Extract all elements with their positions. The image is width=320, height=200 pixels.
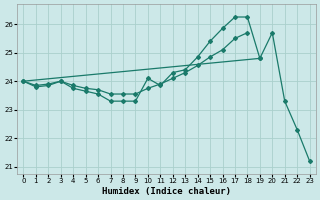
X-axis label: Humidex (Indice chaleur): Humidex (Indice chaleur) [102, 187, 231, 196]
